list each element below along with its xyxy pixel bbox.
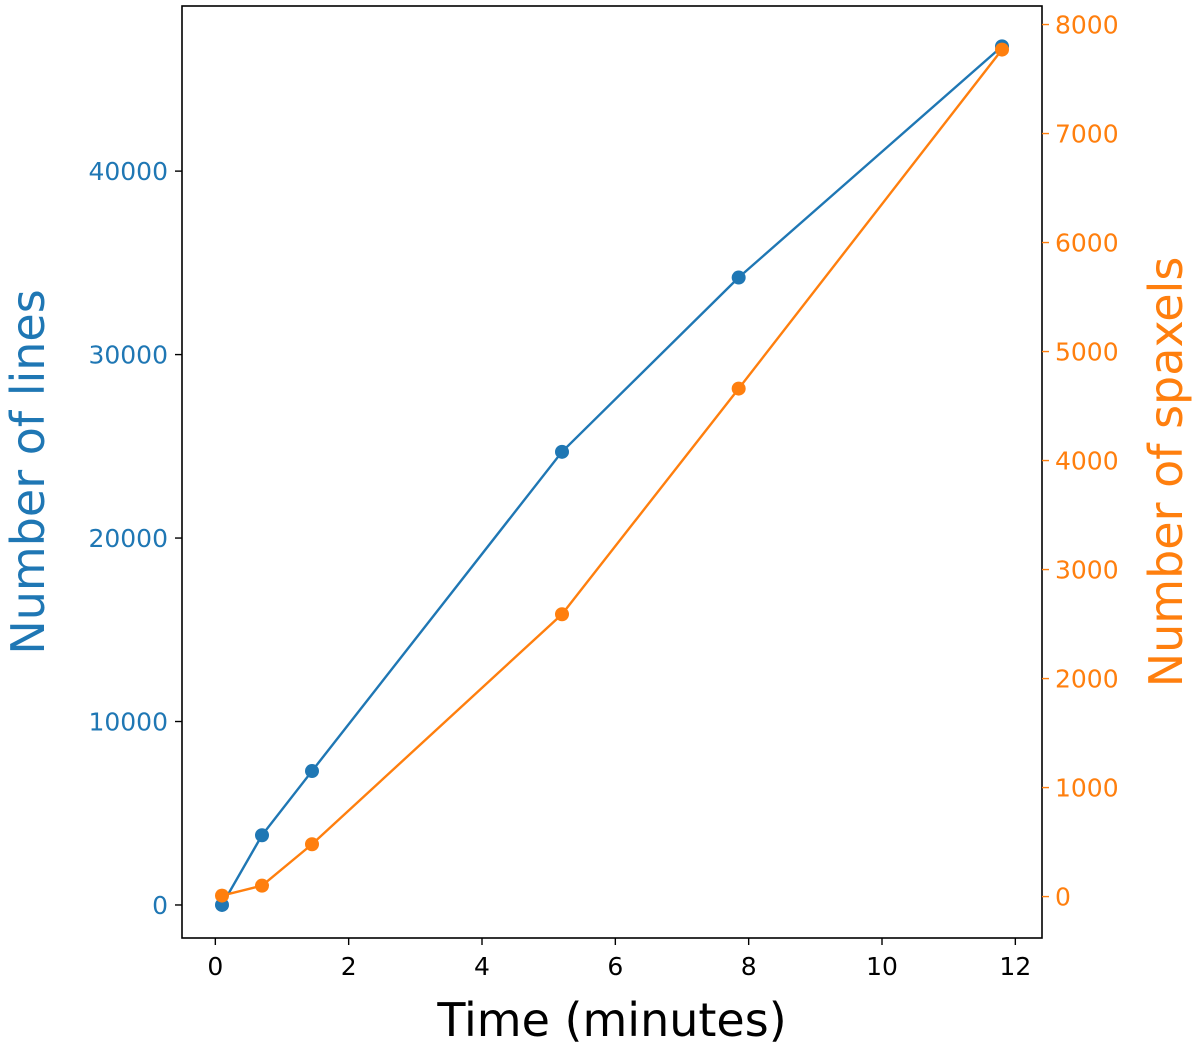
right-y-tick-label: 3000 <box>1055 556 1119 585</box>
x-tick-label: 10 <box>866 952 898 981</box>
right-y-tick-label: 4000 <box>1055 447 1119 476</box>
right-y-axis-title: Number of spaxels <box>1139 257 1193 688</box>
x-tick-label: 6 <box>607 952 623 981</box>
lines-data-point <box>255 828 269 843</box>
left-y-axis-ticks: 0 10000 20000 30000 40000 <box>88 157 182 920</box>
right-y-tick-label: 2000 <box>1055 665 1119 694</box>
spaxels-data-point <box>995 42 1009 57</box>
lines-data-point <box>731 270 746 285</box>
right-y-tick-label: 5000 <box>1055 338 1119 367</box>
right-y-tick-label: 6000 <box>1055 229 1119 258</box>
left-y-tick-label: 0 <box>152 891 168 920</box>
right-y-tick-label: 7000 <box>1055 120 1119 149</box>
lines-data-point <box>555 444 569 459</box>
x-tick-label: 12 <box>999 952 1031 981</box>
x-axis-ticks: 0 2 4 6 8 10 12 <box>207 938 1031 981</box>
spaxels-data-point <box>215 888 229 903</box>
spaxels-series-line <box>221 48 1003 897</box>
plot-area-frame <box>181 5 1043 939</box>
spaxels-data-point <box>255 878 269 893</box>
right-y-axis-ticks: 0 1000 2000 3000 4000 5000 6000 7000 8000 <box>1042 11 1119 912</box>
series-group <box>215 39 1009 912</box>
lines-data-point <box>305 764 319 779</box>
lines-series-line <box>220 45 1003 906</box>
spaxels-data-point <box>555 607 569 622</box>
x-tick-label: 8 <box>741 952 757 981</box>
x-tick-label: 0 <box>207 952 223 981</box>
spaxels-data-point <box>305 837 319 852</box>
left-y-axis-title: Number of lines <box>1 289 55 654</box>
left-y-tick-label: 40000 <box>88 157 168 186</box>
spaxels-data-point <box>731 381 746 396</box>
right-y-tick-label: 1000 <box>1055 774 1119 803</box>
x-axis-title: Time (minutes) <box>436 993 786 1045</box>
right-y-tick-label: 0 <box>1055 883 1071 912</box>
left-y-tick-label: 10000 <box>88 708 168 737</box>
right-y-tick-label: 8000 <box>1055 11 1119 40</box>
x-tick-label: 2 <box>341 952 357 981</box>
left-y-tick-label: 30000 <box>88 341 168 370</box>
left-y-tick-label: 20000 <box>88 524 168 553</box>
x-tick-label: 4 <box>474 952 490 981</box>
